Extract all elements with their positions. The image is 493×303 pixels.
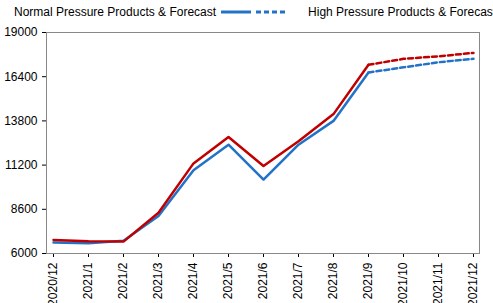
svg-text:13800: 13800 [4, 114, 38, 128]
svg-text:2021/7: 2021/7 [291, 262, 305, 299]
svg-text:2021/9: 2021/9 [361, 262, 375, 299]
html-text:Normal Pressure Products & For: Normal Pressure Products & Forecast [14, 5, 217, 19]
svg-text:2021/8: 2021/8 [326, 262, 340, 299]
svg-text:16400: 16400 [4, 70, 38, 84]
svg-text:2021/10: 2021/10 [396, 262, 410, 303]
svg-text:2020/12: 2020/12 [46, 262, 60, 303]
svg-text:2021/11: 2021/11 [431, 262, 445, 303]
svg-text:2021/3: 2021/3 [151, 262, 165, 299]
svg-text:8600: 8600 [11, 202, 38, 216]
svg-text:6000: 6000 [11, 246, 38, 260]
svg-text:11200: 11200 [5, 158, 38, 172]
svg-text:2021/12: 2021/12 [466, 262, 480, 303]
svg-text:2021/5: 2021/5 [221, 262, 235, 299]
svg-text:2021/2: 2021/2 [116, 262, 130, 299]
svg-text:19000: 19000 [4, 25, 38, 39]
svg-text:2021/6: 2021/6 [256, 262, 270, 299]
svg-text:2021/1: 2021/1 [81, 262, 95, 299]
svg-text:2021/4: 2021/4 [186, 262, 200, 299]
